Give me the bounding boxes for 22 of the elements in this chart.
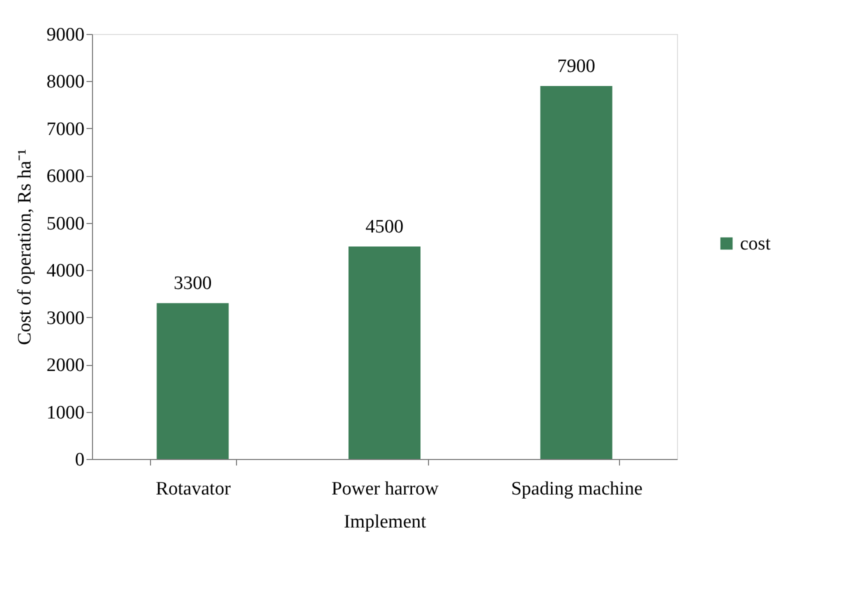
y-tick-label: 4000 [46,260,84,282]
y-tick-label: 5000 [46,213,84,234]
y-tick-label: 2000 [46,355,84,376]
bar [156,303,229,459]
y-tick-label: 3000 [46,308,84,329]
x-tick-label: Power harrow [331,478,439,500]
y-tick-label: 0 [75,450,84,470]
y-tick-label: 9000 [46,24,84,46]
bar [540,86,612,459]
y-axis-title: Cost of operation, Rs ha⁻¹ [14,148,36,345]
bar [348,246,420,459]
y-tick-label: 7000 [46,118,84,140]
x-tick-label: Rotavator [156,478,232,500]
y-tick-label: 8000 [46,72,84,93]
y-tick-label: 6000 [46,166,84,188]
data-label: 4500 [366,216,404,238]
y-tick-label: 1000 [46,402,84,424]
x-axis-title: Implement [344,512,427,532]
data-label: 3300 [174,273,212,294]
x-tick-label: Spading machine [511,478,642,500]
legend-label: cost [740,234,772,254]
data-label: 7900 [557,56,596,77]
